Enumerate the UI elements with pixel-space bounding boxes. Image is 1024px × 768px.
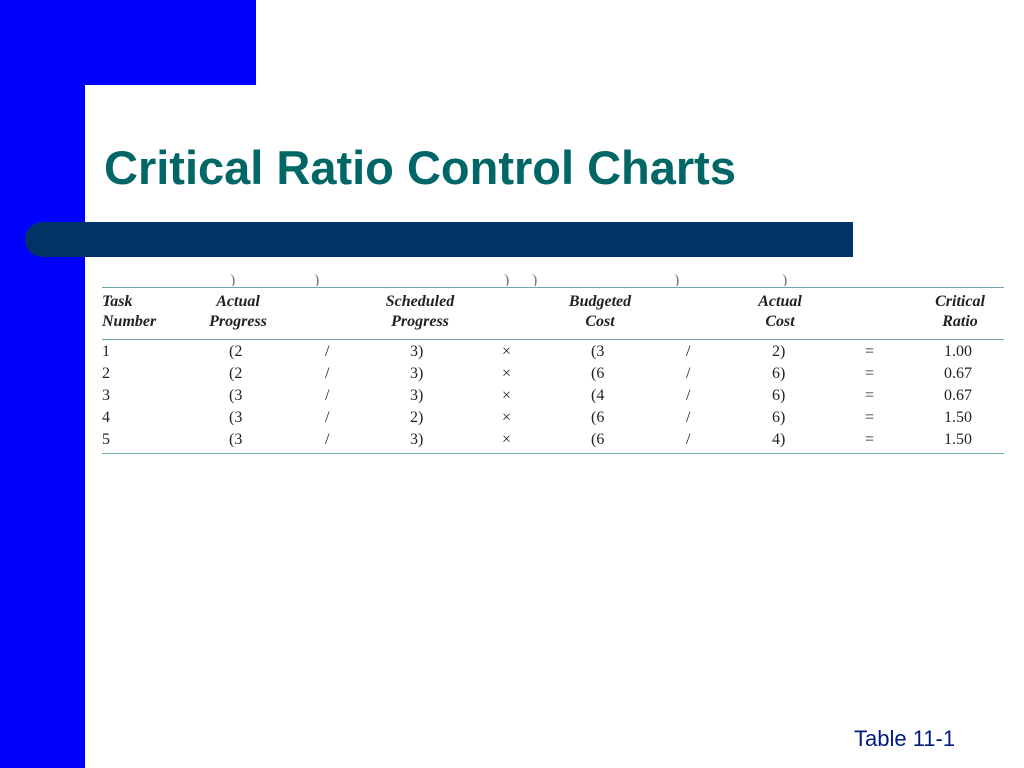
- header-task-number: Task Number: [102, 293, 157, 330]
- cell-scheduled-progress: 3): [410, 387, 424, 404]
- cell-task: 5: [102, 431, 110, 448]
- multiply-symbol: ×: [502, 343, 512, 360]
- table-rule-bottom: [102, 453, 1004, 454]
- cell-scheduled-progress: 3): [410, 365, 424, 382]
- divide-symbol: /: [686, 365, 691, 382]
- cell-task: 4: [102, 409, 110, 426]
- accent-bar-left: [0, 85, 85, 768]
- equals-symbol: =: [865, 343, 875, 360]
- cropped-previous-line: ) ) ) ) ) ): [230, 272, 788, 287]
- multiply-symbol: ×: [502, 409, 512, 426]
- equals-symbol: =: [865, 387, 875, 404]
- equals-symbol: =: [865, 409, 875, 426]
- header-critical-ratio: Critical Ratio: [935, 293, 985, 330]
- cell-budgeted-cost: (6: [591, 431, 605, 448]
- divide-symbol: /: [686, 343, 691, 360]
- cell-actual-progress: (2: [229, 365, 243, 382]
- cell-scheduled-progress: 3): [410, 343, 424, 360]
- cell-actual-progress: (3: [229, 409, 243, 426]
- cell-critical-ratio: 1.50: [944, 431, 972, 448]
- divide-symbol: /: [325, 431, 330, 448]
- header-scheduled-progress: Scheduled Progress: [385, 293, 455, 330]
- divide-symbol: /: [686, 387, 691, 404]
- divide-symbol: /: [325, 343, 330, 360]
- cell-actual-cost: 4): [772, 431, 786, 448]
- title-underline-bar: [25, 222, 853, 257]
- cell-actual-progress: (3: [229, 431, 243, 448]
- cell-scheduled-progress: 3): [410, 431, 424, 448]
- cell-critical-ratio: 1.50: [944, 409, 972, 426]
- cell-task: 2: [102, 365, 110, 382]
- multiply-symbol: ×: [502, 387, 512, 404]
- cell-scheduled-progress: 2): [410, 409, 424, 426]
- cell-task: 3: [102, 387, 110, 404]
- divide-symbol: /: [686, 431, 691, 448]
- cell-critical-ratio: 1.00: [944, 343, 972, 360]
- table-rule-top: [102, 287, 1004, 288]
- divide-symbol: /: [325, 365, 330, 382]
- cell-critical-ratio: 0.67: [944, 365, 972, 382]
- cell-budgeted-cost: (4: [591, 387, 605, 404]
- equals-symbol: =: [865, 365, 875, 382]
- header-actual-cost: Actual Cost: [758, 293, 802, 330]
- cell-actual-cost: 6): [772, 387, 786, 404]
- table-rule-header: [102, 339, 1004, 340]
- cell-budgeted-cost: (6: [591, 409, 605, 426]
- cell-task: 1: [102, 343, 110, 360]
- cell-actual-progress: (3: [229, 387, 243, 404]
- divide-symbol: /: [686, 409, 691, 426]
- table-caption: Table 11-1: [854, 726, 956, 751]
- header-actual-progress: Actual Progress: [209, 293, 267, 330]
- multiply-symbol: ×: [502, 365, 512, 382]
- cell-actual-cost: 2): [772, 343, 786, 360]
- cell-budgeted-cost: (6: [591, 365, 605, 382]
- multiply-symbol: ×: [502, 431, 512, 448]
- cell-budgeted-cost: (3: [591, 343, 605, 360]
- cell-actual-progress: (2: [229, 343, 243, 360]
- accent-block-top: [0, 0, 256, 85]
- equals-symbol: =: [865, 431, 875, 448]
- divide-symbol: /: [325, 387, 330, 404]
- divide-symbol: /: [325, 409, 330, 426]
- cell-actual-cost: 6): [772, 409, 786, 426]
- header-budgeted-cost: Budgeted Cost: [568, 293, 632, 330]
- cell-actual-cost: 6): [772, 365, 786, 382]
- cell-critical-ratio: 0.67: [944, 387, 972, 404]
- slide-title: Critical Ratio Control Charts: [104, 141, 736, 194]
